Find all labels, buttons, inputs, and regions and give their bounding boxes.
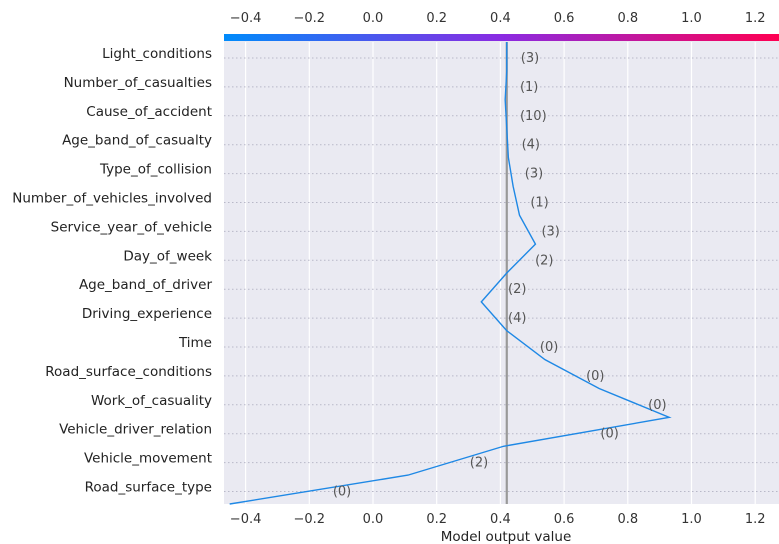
top-tick-label: −0.2: [294, 11, 326, 26]
feature-value-label: (2): [508, 282, 526, 297]
bottom-tick-label: 0.0: [363, 512, 384, 527]
bottom-tick-label: 0.6: [554, 512, 575, 527]
feature-label: Vehicle_movement: [84, 451, 212, 467]
feature-label: Age_band_of_casualty: [62, 133, 212, 149]
feature-label: Age_band_of_driver: [79, 277, 213, 293]
feature-label: Number_of_vehicles_involved: [12, 191, 212, 207]
feature-label: Day_of_week: [123, 248, 212, 264]
bottom-tick-label: 1.2: [745, 512, 766, 527]
decision-path-line: [229, 42, 672, 505]
color-gradient-bar: [224, 34, 779, 41]
top-tick-label: 0.2: [426, 11, 447, 26]
feature-value-label: (1): [520, 80, 538, 95]
feature-value-label: (0): [333, 485, 351, 500]
feature-value-label: (0): [540, 340, 558, 355]
bottom-tick-label: 0.4: [490, 512, 511, 527]
feature-value-label: (4): [508, 311, 526, 326]
top-axis-ticks: −0.4 −0.2 0.0 0.2 0.4 0.6 0.8 1.0 1.2: [230, 11, 766, 26]
feature-label: Service_year_of_vehicle: [51, 219, 212, 235]
feature-value-label: (2): [470, 456, 488, 471]
feature-label: Number_of_casualties: [64, 75, 212, 91]
feature-label: Cause_of_accident: [86, 104, 212, 120]
feature-value-label: (3): [525, 167, 543, 182]
bottom-tick-label: −0.2: [294, 512, 326, 527]
feature-label: Road_surface_conditions: [45, 364, 212, 380]
top-tick-label: 1.0: [681, 11, 702, 26]
bottom-tick-label: 0.2: [426, 512, 447, 527]
x-axis-title: Model output value: [441, 529, 572, 544]
feature-value-label: (0): [600, 427, 618, 442]
feature-label: Work_of_casuality: [91, 393, 212, 409]
feature-labels: Light_conditions Number_of_casualties Caus…: [12, 46, 212, 496]
feature-value-label: (1): [530, 196, 548, 211]
top-tick-label: 0.6: [554, 11, 575, 26]
feature-label: Time: [178, 335, 212, 351]
feature-value-label: (4): [522, 138, 540, 153]
feature-label: Type_of_collision: [99, 162, 212, 178]
feature-value-label: (0): [586, 369, 604, 384]
feature-value-labels: (3) (1) (10) (4) (3) (1) (3) (2) (2) (4) (0) (0) (0)…: [333, 51, 667, 500]
bottom-tick-label: 0.8: [617, 512, 638, 527]
feature-value-label: (10): [520, 109, 547, 124]
feature-value-label: (2): [535, 253, 553, 268]
feature-value-label: (3): [521, 51, 539, 66]
feature-label: Vehicle_driver_relation: [59, 422, 212, 438]
horizontal-gridlines: [224, 57, 779, 492]
top-tick-label: 0.4: [490, 11, 511, 26]
top-tick-label: 0.8: [617, 11, 638, 26]
top-tick-label: −0.4: [230, 11, 262, 26]
bottom-axis-ticks: −0.4 −0.2 0.0 0.2 0.4 0.6 0.8 1.0 1.2: [230, 512, 766, 527]
bottom-tick-label: 1.0: [681, 512, 702, 527]
feature-label: Light_conditions: [102, 46, 212, 62]
vertical-gridlines: [245, 42, 756, 504]
feature-label: Driving_experience: [82, 306, 212, 322]
top-tick-label: 1.2: [745, 11, 766, 26]
plot-background: [224, 36, 779, 504]
feature-value-label: (0): [648, 398, 666, 413]
feature-value-label: (3): [541, 224, 559, 239]
bottom-tick-label: −0.4: [230, 512, 262, 527]
feature-label: Road_surface_type: [85, 480, 212, 496]
top-tick-label: 0.0: [363, 11, 384, 26]
